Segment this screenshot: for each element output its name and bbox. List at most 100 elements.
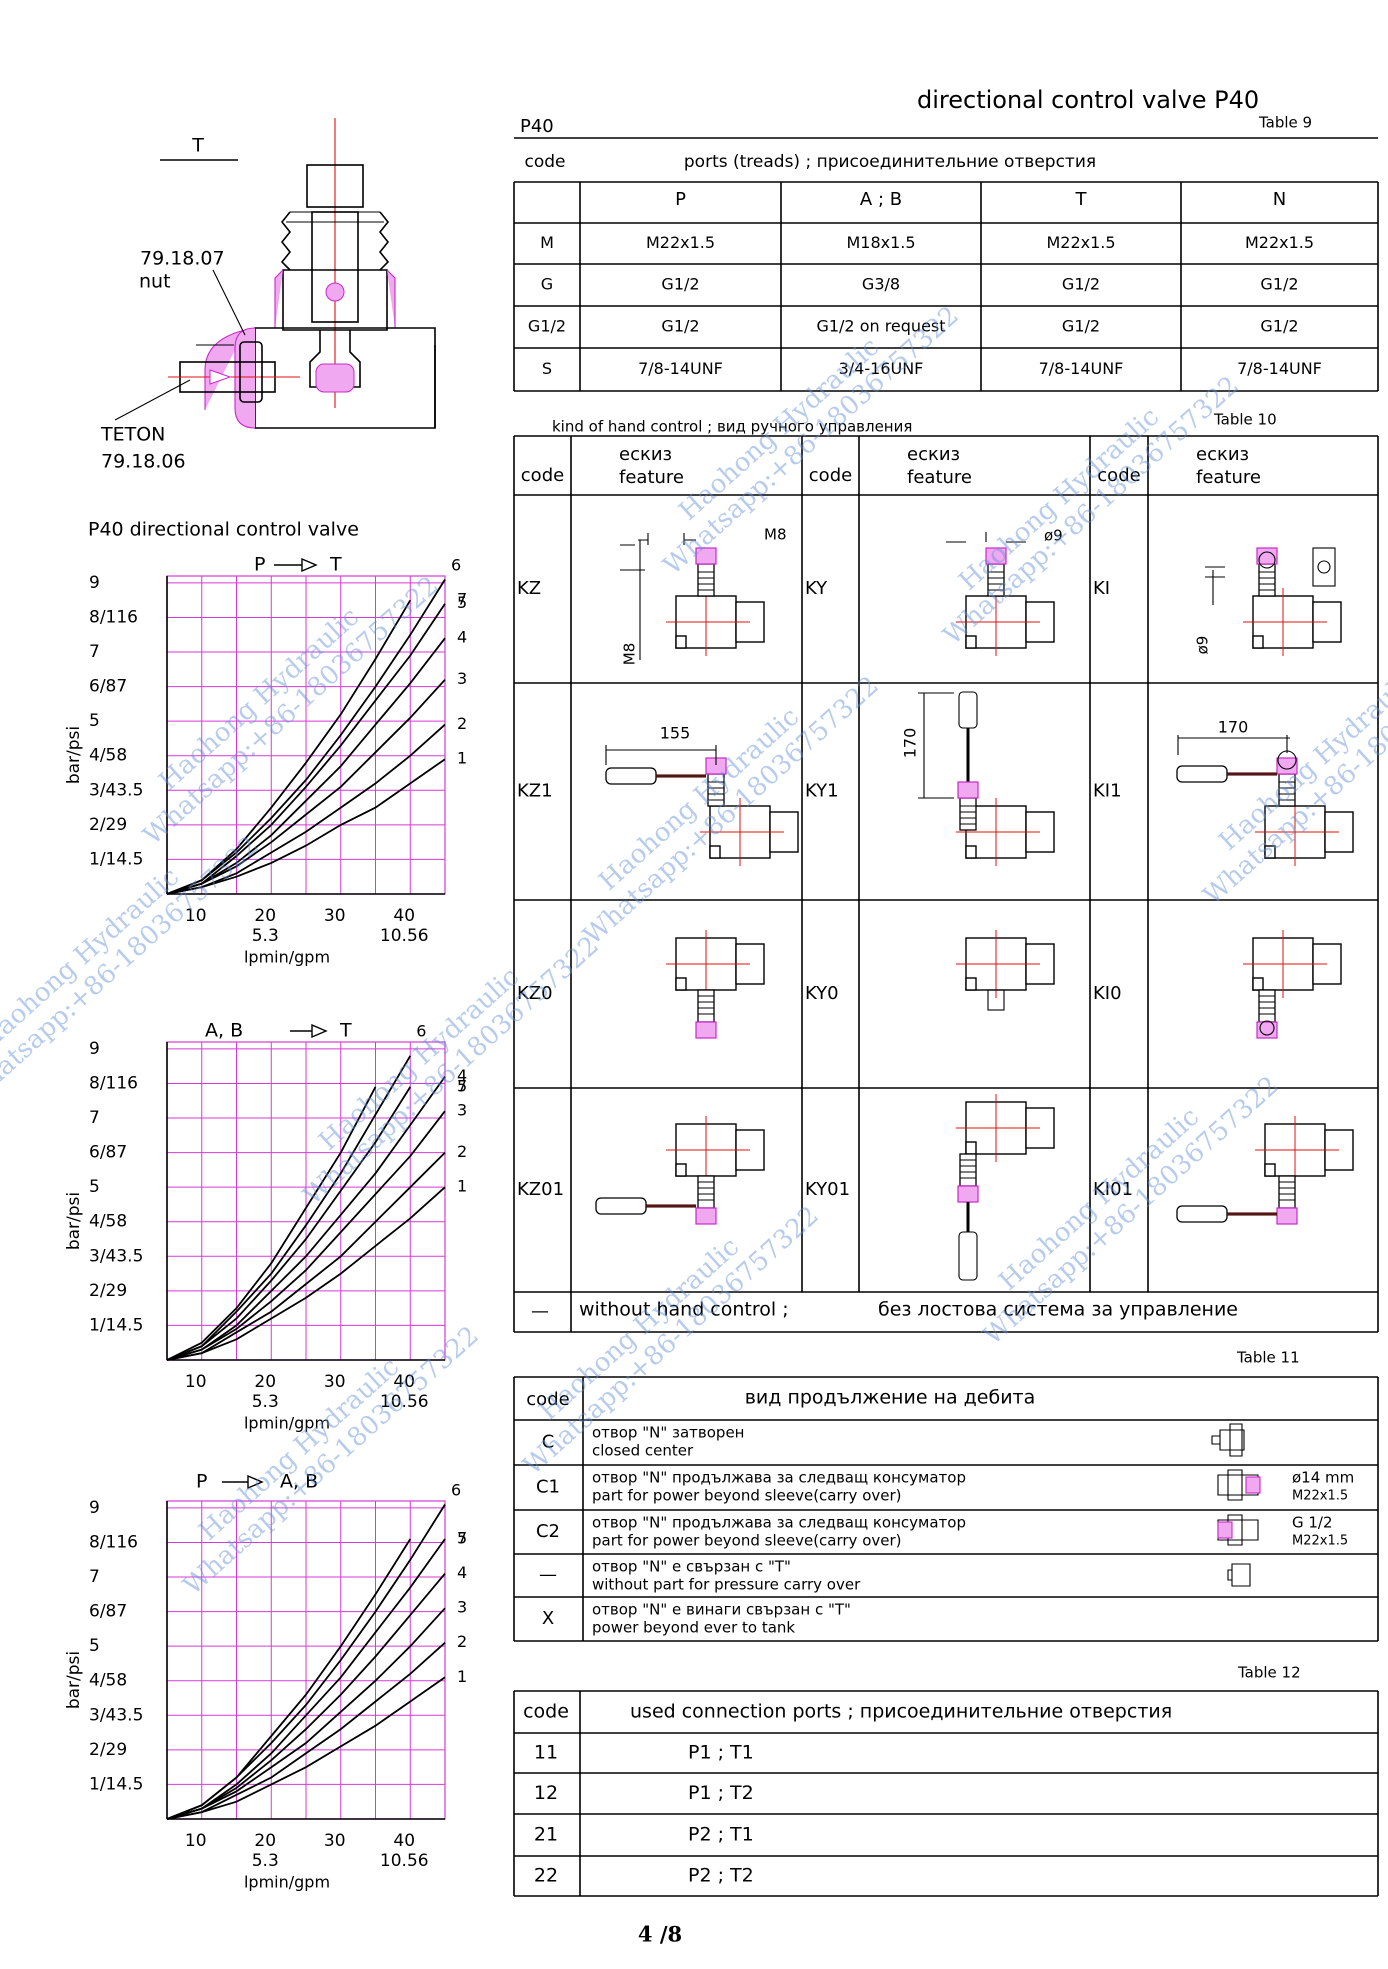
x-tick-label: 10 [185, 906, 207, 926]
watermark: Haohong HydraulicWhatsapp:+86-1803675732… [938, 371, 1245, 652]
curve [166, 1538, 446, 1820]
column-header: ескиз [1196, 444, 1249, 465]
curve [166, 758, 446, 895]
curve [166, 1151, 446, 1361]
watermark-line: Haohong Hydraulic [534, 1232, 746, 1427]
y-tick-label: 4/58 [89, 1212, 127, 1232]
x2-tick-label: 10.56 [380, 1392, 429, 1412]
table-caption: kind of hand control ; вид ручного управ… [552, 418, 912, 436]
part-code: 79.18.06 [101, 451, 186, 473]
cell: G1/2 [1260, 317, 1298, 336]
y-tick-label: 4/58 [89, 746, 127, 766]
cell: отвор "N" е свързан с "T" [592, 1558, 791, 1576]
x2-tick-label: 5.3 [252, 1392, 279, 1412]
y-tick-label: 7 [89, 1108, 100, 1128]
chart-title-from: P [254, 554, 265, 576]
column-header: code [523, 1701, 569, 1723]
row-code: KZ0 [517, 983, 553, 1004]
y-tick-label: 7 [89, 1567, 100, 1587]
fitting-icons [1211, 1423, 1261, 1587]
table-12: Table 12 code used connection ports ; прис… [513, 1664, 1379, 1897]
cell: отвор "N" затворен [592, 1424, 745, 1442]
dimension: M8 [621, 643, 639, 666]
x-tick-label: 20 [254, 1372, 276, 1392]
row-code: — [531, 1301, 549, 1322]
sketches [594, 532, 1354, 1281]
y-tick-label: 2/29 [89, 815, 127, 835]
curve-label: 4 [457, 1563, 467, 1582]
chart: 1/14.5 2/29 3/43.5 4/58 5 6/87 7 8/116 9 10 20 30 40… [64, 1020, 467, 1433]
cell: P1 ; T2 [688, 1782, 754, 1804]
row-code: KY0 [805, 983, 839, 1004]
curve-label: 6 [451, 556, 461, 575]
flow-arrow [274, 557, 318, 573]
curve [166, 1607, 446, 1820]
cell: G1/2 on request [816, 317, 945, 336]
curve-label: 6 [416, 1022, 426, 1041]
table-11: Table 11 code вид продължение на дебита C от… [513, 1349, 1379, 1642]
curve [166, 1642, 446, 1820]
cell: отвор "N" продължава за следващ консумат… [592, 1469, 966, 1487]
cell: M18x1.5 [846, 233, 915, 252]
cell: отвор "N" е винаги свързан с "T" [592, 1601, 851, 1619]
y-tick-label: 9 [89, 1498, 100, 1518]
column-header: code [526, 1389, 569, 1410]
part-code: 79.18.07 [140, 248, 225, 270]
x-tick-label: 40 [393, 1831, 415, 1851]
x-tick-label: 30 [324, 1372, 346, 1392]
row-code: 12 [534, 1782, 558, 1804]
table-label: Table 10 [1213, 411, 1277, 429]
cell: G1/2 [1062, 317, 1100, 336]
curve-label: 5 [457, 593, 467, 612]
column-header: вид продължение на дебита [745, 1387, 1036, 1409]
column-header: feature [1196, 467, 1261, 488]
y-axis-label: bar/psi [64, 1651, 84, 1709]
flow-arrow [222, 1474, 264, 1490]
row-code: 22 [534, 1865, 558, 1887]
row-code: KY01 [805, 1179, 850, 1200]
curve [166, 599, 412, 895]
curve [166, 1538, 412, 1820]
curve [166, 1110, 446, 1361]
cell: part for power beyond sleeve(carry over) [592, 1532, 902, 1550]
y-tick-label: 4/58 [89, 1671, 127, 1691]
curve [166, 1086, 377, 1361]
row-code: 11 [534, 1742, 558, 1764]
y-tick-label: 8/116 [89, 607, 138, 627]
cell: M22x1.5 [646, 233, 715, 252]
chart-title-from: A, B [205, 1020, 243, 1042]
dimension: 155 [660, 724, 691, 743]
curve [166, 1186, 446, 1361]
y-tick-label: 1/14.5 [89, 849, 143, 869]
column-header: used connection ports ; присоединительни… [630, 1701, 1172, 1723]
watermark-line: Haohong Hydraulic [194, 1352, 406, 1547]
y-tick-label: 1/14.5 [89, 1315, 143, 1335]
curve [166, 1573, 446, 1820]
valve-drawing: T 79.18.07 nut TETON 79.18.06 [100, 118, 436, 473]
cell: P2 ; T1 [688, 1824, 754, 1846]
watermark-line: Whatsapp:+86-18036757322 [138, 571, 445, 852]
curve-label: 1 [457, 1177, 467, 1196]
table-title: ports (treads) ; присоединительние отвер… [684, 152, 1096, 172]
y-tick-label: 9 [89, 1039, 100, 1059]
curve-label: 7 [457, 1076, 467, 1095]
x-tick-label: 30 [324, 906, 346, 926]
cell: 7/8-14UNF [638, 359, 723, 378]
row-code: C2 [536, 1521, 560, 1542]
cell: без лостова система за управление [878, 1299, 1238, 1321]
curve-label: 1 [457, 1667, 467, 1686]
chart-title-from: P [196, 1471, 207, 1493]
cell: 7/8-14UNF [1039, 359, 1124, 378]
part-name: TETON [100, 424, 165, 446]
x2-tick-label: 5.3 [252, 1851, 279, 1871]
curve [166, 637, 446, 895]
x-tick-label: 30 [324, 1831, 346, 1851]
cell: G1/2 [661, 317, 699, 336]
cell: part for power beyond sleeve(carry over) [592, 1487, 902, 1505]
table-label: Table 9 [1258, 114, 1312, 132]
column-header: feature [907, 467, 972, 488]
y-tick-label: 6/87 [89, 677, 127, 697]
